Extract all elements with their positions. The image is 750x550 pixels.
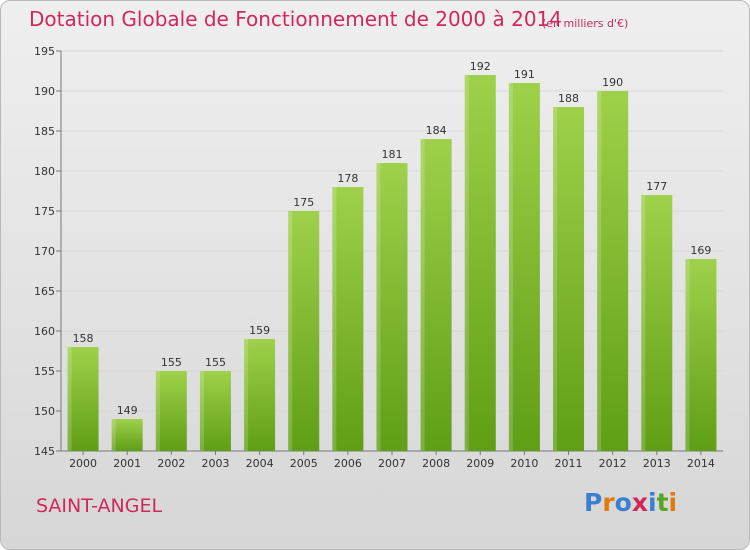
data-label: 188 bbox=[558, 92, 579, 105]
chart-title: Dotation Globale de Fonctionnement de 20… bbox=[29, 7, 562, 31]
logo-letter: o bbox=[614, 488, 632, 517]
bar-highlight bbox=[597, 91, 602, 451]
data-label: 177 bbox=[646, 180, 667, 193]
bar-highlight bbox=[508, 83, 513, 451]
bar-highlight bbox=[199, 371, 204, 451]
y-tick-label: 190 bbox=[34, 85, 55, 98]
data-label: 191 bbox=[514, 68, 535, 81]
x-tick-label: 2002 bbox=[157, 457, 185, 470]
bar-highlight bbox=[155, 371, 160, 451]
logo-letter: i bbox=[668, 488, 678, 517]
data-label: 181 bbox=[382, 148, 403, 161]
data-label: 149 bbox=[117, 404, 138, 417]
x-tick-label: 2001 bbox=[113, 457, 141, 470]
x-tick-label: 2009 bbox=[466, 457, 494, 470]
x-tick-label: 2004 bbox=[246, 457, 274, 470]
bar bbox=[244, 339, 276, 451]
x-tick-label: 2000 bbox=[69, 457, 97, 470]
bar bbox=[641, 195, 673, 451]
bar bbox=[376, 163, 408, 451]
x-tick-label: 2005 bbox=[290, 457, 318, 470]
data-label: 155 bbox=[205, 356, 226, 369]
y-tick-label: 175 bbox=[34, 205, 55, 218]
data-label: 178 bbox=[337, 172, 358, 185]
x-tick-label: 2013 bbox=[643, 457, 671, 470]
data-label: 190 bbox=[602, 76, 623, 89]
bar bbox=[155, 371, 187, 451]
bar bbox=[288, 211, 320, 451]
bar-highlight bbox=[288, 211, 293, 451]
y-tick-label: 160 bbox=[34, 325, 55, 338]
data-label: 169 bbox=[690, 244, 711, 257]
x-tick-label: 2014 bbox=[687, 457, 715, 470]
bar-highlight bbox=[641, 195, 646, 451]
bar bbox=[67, 347, 99, 451]
x-tick-label: 2007 bbox=[378, 457, 406, 470]
bar bbox=[597, 91, 629, 451]
proxiti-logo[interactable]: Proxiti bbox=[584, 488, 677, 517]
y-tick-label: 185 bbox=[34, 125, 55, 138]
y-tick-label: 145 bbox=[34, 445, 55, 458]
bar bbox=[464, 75, 496, 451]
bar-highlight bbox=[553, 107, 558, 451]
y-tick-label: 170 bbox=[34, 245, 55, 258]
bar-highlight bbox=[420, 139, 425, 451]
bar-highlight bbox=[464, 75, 469, 451]
bar-highlight bbox=[332, 187, 337, 451]
x-tick-label: 2008 bbox=[422, 457, 450, 470]
data-label: 184 bbox=[426, 124, 447, 137]
commune-name: SAINT-ANGEL bbox=[36, 495, 163, 517]
y-tick-label: 150 bbox=[34, 405, 55, 418]
y-tick-label: 155 bbox=[34, 365, 55, 378]
logo-letter: t bbox=[656, 488, 669, 517]
y-tick-label: 195 bbox=[34, 45, 55, 58]
chart-unit-note: (en milliers d'€) bbox=[542, 17, 629, 30]
x-tick-label: 2011 bbox=[555, 457, 583, 470]
data-label: 192 bbox=[470, 60, 491, 73]
logo-letter: P bbox=[584, 488, 603, 517]
logo-letter: r bbox=[602, 488, 615, 517]
bar bbox=[553, 107, 585, 451]
data-label: 175 bbox=[293, 196, 314, 209]
x-tick-label: 2003 bbox=[201, 457, 229, 470]
bar bbox=[111, 419, 143, 451]
x-tick-label: 2010 bbox=[510, 457, 538, 470]
data-labels: 158 149 155 155 159 175 178 181 184 192 191 188 190 1… bbox=[73, 60, 712, 417]
bar bbox=[332, 187, 364, 451]
bar bbox=[508, 83, 540, 451]
bar-highlight bbox=[376, 163, 381, 451]
data-label: 158 bbox=[73, 332, 94, 345]
y-tick-label: 180 bbox=[34, 165, 55, 178]
bar bbox=[685, 259, 717, 451]
bar-highlight bbox=[111, 419, 116, 451]
y-tick-label: 165 bbox=[34, 285, 55, 298]
bar-highlight bbox=[244, 339, 249, 451]
tick-labels: 145 150 155 160 165 170 175 180 185 190 195 2000 200… bbox=[34, 45, 715, 470]
bar bbox=[420, 139, 452, 451]
logo-letter: x bbox=[631, 488, 648, 517]
bars bbox=[67, 75, 717, 451]
data-label: 159 bbox=[249, 324, 270, 337]
bar-highlight bbox=[67, 347, 72, 451]
bar bbox=[199, 371, 231, 451]
logo-letter: i bbox=[648, 488, 657, 517]
data-label: 155 bbox=[161, 356, 182, 369]
x-tick-label: 2006 bbox=[334, 457, 362, 470]
bar-highlight bbox=[685, 259, 690, 451]
x-tick-label: 2012 bbox=[599, 457, 627, 470]
